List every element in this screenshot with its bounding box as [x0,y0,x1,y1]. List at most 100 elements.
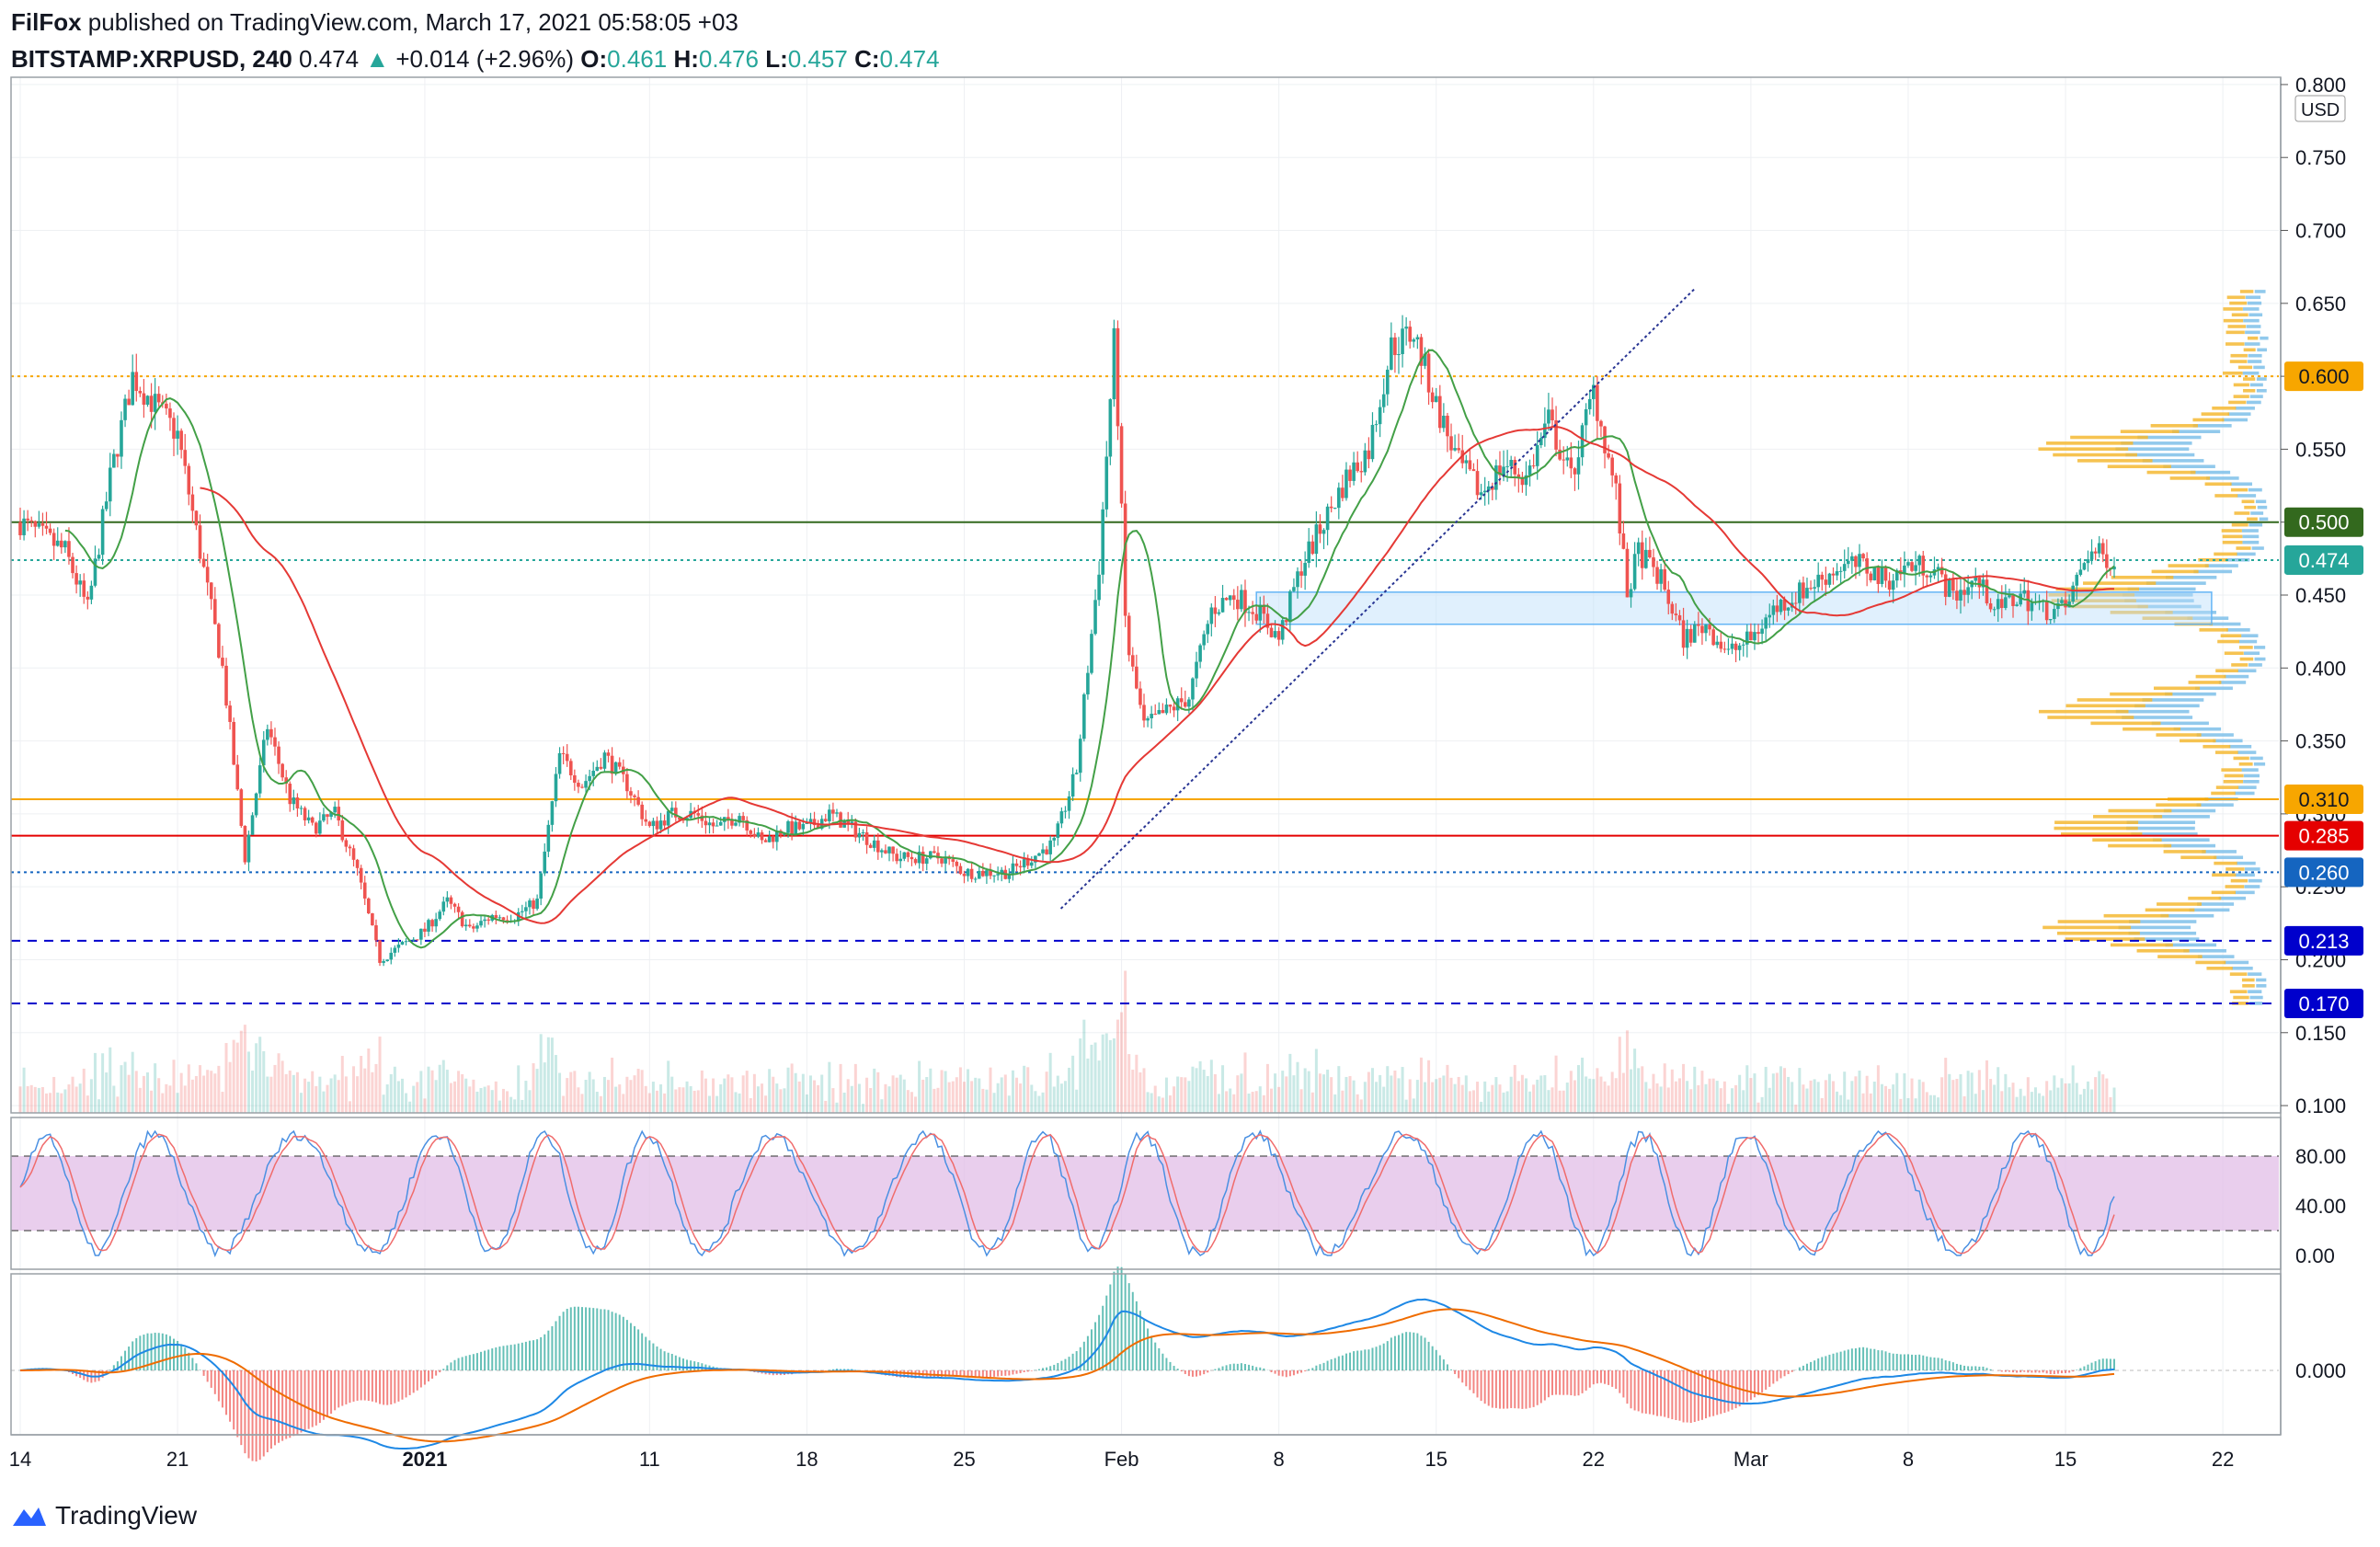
profile-bar-up [2256,984,2267,988]
candle-body [2097,543,2101,554]
candle-body [1539,438,1543,445]
volume-bar [1139,1071,1142,1113]
volume-bar [29,1084,33,1113]
high-label: H: [673,45,699,73]
candle-body [1914,565,1917,571]
candle-body [812,819,817,826]
candle-body [1858,554,1861,567]
trendline[interactable] [1059,288,1696,910]
volume-bar [1697,1084,1700,1113]
volume-bar [1932,1094,1936,1113]
candle-body [1457,448,1460,451]
profile-bar-up [2218,681,2247,684]
profile-bar-up [2226,557,2250,562]
volume-bar [1528,1091,1532,1113]
volume-bar [611,1057,614,1113]
candle-body [40,523,45,526]
profile-bar-down [2241,978,2255,982]
candle-body [389,952,394,960]
candle-body [1760,628,1764,635]
profile-bar-down [2243,348,2256,352]
volume-bar [696,1090,700,1113]
candle-body [254,793,258,816]
candle-body [1749,631,1753,641]
volume-bar [67,1084,71,1113]
profile-bar-down [2229,990,2248,993]
candle-body [1415,337,1420,340]
volume-bar [1187,1081,1191,1113]
profile-bar-down [2225,885,2245,888]
profile-bar-up [2125,453,2195,457]
profile-bar-up [2194,686,2233,691]
profile-bar-up [2165,943,2217,947]
profile-bar-down [2070,435,2148,440]
profile-bar-up [2254,290,2266,293]
volume-bar [1026,1067,1030,1113]
volume-bar [1921,1082,1925,1113]
candle-body [120,419,123,457]
volume-bar [1861,1093,1865,1113]
volume-bar [1124,970,1127,1113]
candle-body [1771,605,1776,615]
volume-bar [239,1030,243,1113]
candle-body [1531,465,1536,467]
volume-bar [599,1095,602,1113]
volume-bar [1959,1073,1962,1113]
candle-body [63,541,67,548]
volume-bar [580,1094,584,1113]
volume-bar [1112,1038,1116,1113]
profile-bar-up [2163,808,2216,813]
volume-bar [910,1092,913,1113]
volume-bar [967,1069,970,1113]
volume-bar [951,1081,955,1113]
volume-bar [906,1090,910,1113]
profile-bar-up [2152,838,2210,842]
volume-bar [524,1081,528,1113]
candle-body [505,920,509,922]
candle-body [857,832,862,838]
time-tick-label: 15 [2054,1448,2077,1471]
volume-bar [1180,1077,1184,1113]
candle-body [460,911,464,927]
chart-header: FilFox published on TradingView.com, Mar… [11,4,2218,77]
volume-bar [1641,1066,1644,1113]
author-name[interactable]: FilFox [11,8,82,36]
candle-body [1880,566,1884,584]
profile-bar-up [2249,395,2263,398]
volume-bar [217,1065,221,1113]
candle-body [1494,465,1498,490]
candle-body [1453,448,1457,451]
candle-body [715,825,719,827]
profile-bar-down [2222,540,2243,544]
volume-bar [423,1098,427,1113]
candle-body [1891,580,1895,590]
volume-bar [1281,1071,1285,1113]
candle-body [1947,579,1951,597]
candle-body [329,812,333,818]
volume-bar [707,1095,711,1113]
volume-bar [2067,1083,2071,1113]
candle-body [2071,585,2075,602]
candle-body [588,775,591,782]
volume-bar [1917,1079,1921,1113]
candle-body [1715,641,1720,646]
candle-body [456,906,461,912]
symbol-label[interactable]: BITSTAMP:XRPUSD, 240 [11,45,292,73]
profile-bar-down [2065,937,2145,941]
profile-bar-up [2173,727,2222,731]
volume-bar [269,1076,273,1113]
candle-body [382,960,385,963]
volume-bar [772,1076,775,1113]
candle-body [1273,631,1277,637]
profile-bar-down [2046,441,2134,445]
candle-body [2019,593,2022,605]
volume-bar [2008,1087,2011,1113]
volume-bar [453,1081,457,1113]
candle-body [1127,615,1131,656]
candle-body [2067,602,2071,608]
candle-body [1325,506,1330,531]
volume-bar [434,1080,438,1113]
volume-bar [1722,1081,1726,1113]
volume-bar [1884,1085,1888,1113]
